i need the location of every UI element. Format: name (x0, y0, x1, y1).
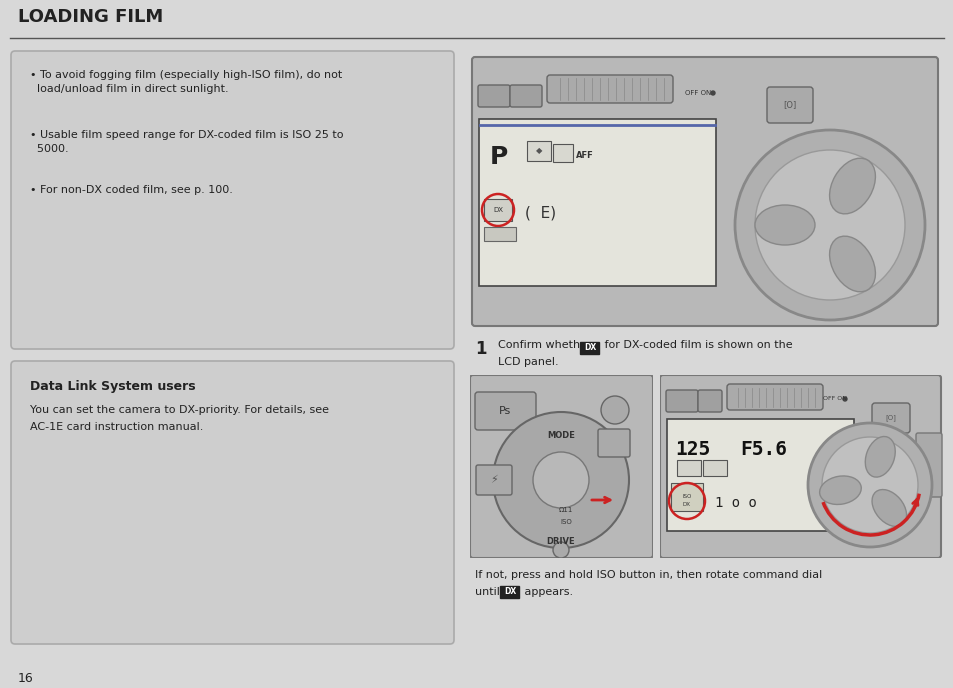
Text: F5.6: F5.6 (740, 440, 786, 459)
Text: 125: 125 (675, 440, 709, 459)
FancyBboxPatch shape (670, 483, 702, 511)
Text: ISO: ISO (681, 495, 691, 499)
FancyBboxPatch shape (726, 384, 822, 410)
Text: appears.: appears. (520, 587, 573, 597)
Ellipse shape (829, 236, 875, 292)
FancyBboxPatch shape (698, 390, 721, 412)
Text: 1 o o: 1 o o (714, 496, 756, 510)
Text: (  Ε): ( Ε) (524, 206, 556, 220)
Circle shape (734, 130, 924, 320)
Text: for DX-coded film is shown on the: for DX-coded film is shown on the (600, 340, 792, 350)
FancyBboxPatch shape (871, 403, 909, 433)
Text: Ω11: Ω11 (558, 507, 573, 513)
Circle shape (821, 437, 917, 533)
FancyBboxPatch shape (766, 87, 812, 123)
FancyBboxPatch shape (553, 144, 573, 162)
FancyBboxPatch shape (476, 465, 512, 495)
Text: OFF ON: OFF ON (822, 396, 846, 402)
Text: DX: DX (503, 587, 516, 596)
Text: Ps: Ps (498, 406, 511, 416)
FancyBboxPatch shape (478, 119, 716, 286)
Text: AFF: AFF (576, 151, 593, 160)
Text: • Usable film speed range for DX-coded film is ISO 25 to
  5000.: • Usable film speed range for DX-coded f… (30, 130, 343, 154)
Text: ISO: ISO (559, 519, 571, 525)
FancyBboxPatch shape (915, 433, 941, 497)
Ellipse shape (864, 436, 894, 477)
Text: DX: DX (682, 502, 690, 508)
Text: 1: 1 (475, 340, 486, 358)
Text: P: P (490, 145, 508, 169)
FancyBboxPatch shape (472, 57, 937, 326)
FancyBboxPatch shape (500, 585, 519, 597)
Circle shape (600, 396, 628, 424)
FancyBboxPatch shape (526, 141, 551, 161)
Circle shape (493, 412, 628, 548)
Text: MODE: MODE (546, 431, 575, 440)
Circle shape (842, 397, 846, 401)
FancyBboxPatch shape (598, 429, 629, 457)
Text: until: until (475, 587, 503, 597)
FancyBboxPatch shape (475, 392, 536, 430)
FancyBboxPatch shape (510, 85, 541, 107)
Ellipse shape (829, 158, 875, 214)
Text: DX: DX (493, 207, 502, 213)
Circle shape (754, 150, 904, 300)
Text: Confirm whether: Confirm whether (497, 340, 595, 350)
Text: • For non-DX coded film, see p. 100.: • For non-DX coded film, see p. 100. (30, 185, 233, 195)
FancyBboxPatch shape (470, 375, 652, 558)
FancyBboxPatch shape (483, 227, 516, 241)
Text: If not, press and hold ISO button in, then rotate command dial: If not, press and hold ISO button in, th… (475, 570, 821, 580)
Text: ◆: ◆ (536, 147, 541, 155)
Circle shape (807, 423, 931, 547)
Circle shape (533, 452, 588, 508)
FancyBboxPatch shape (11, 51, 454, 349)
Ellipse shape (754, 205, 814, 245)
Text: DRIVE: DRIVE (546, 537, 575, 546)
Text: 16: 16 (18, 672, 33, 685)
Circle shape (710, 91, 714, 95)
FancyBboxPatch shape (483, 199, 512, 221)
Text: Data Link System users: Data Link System users (30, 380, 195, 393)
Text: You can set the camera to DX-priority. For details, see: You can set the camera to DX-priority. F… (30, 405, 329, 415)
FancyBboxPatch shape (665, 390, 698, 412)
FancyBboxPatch shape (11, 361, 454, 644)
FancyBboxPatch shape (702, 460, 726, 476)
Text: ⚡: ⚡ (490, 475, 497, 485)
Text: LOADING FILM: LOADING FILM (18, 8, 163, 26)
Text: AC-1E card instruction manual.: AC-1E card instruction manual. (30, 422, 203, 432)
FancyBboxPatch shape (659, 375, 940, 558)
FancyBboxPatch shape (677, 460, 700, 476)
FancyBboxPatch shape (546, 75, 672, 103)
Ellipse shape (819, 476, 861, 504)
Circle shape (553, 542, 568, 558)
Ellipse shape (871, 490, 905, 526)
Text: DX: DX (583, 343, 596, 352)
Text: OFF ON: OFF ON (684, 90, 711, 96)
FancyBboxPatch shape (579, 341, 598, 354)
Text: [O]: [O] (884, 415, 896, 421)
Text: • To avoid fogging film (especially high-ISO film), do not
  load/unload film in: • To avoid fogging film (especially high… (30, 70, 342, 94)
Text: [O]: [O] (782, 100, 796, 109)
FancyBboxPatch shape (477, 85, 510, 107)
Text: LCD panel.: LCD panel. (497, 357, 558, 367)
FancyBboxPatch shape (666, 419, 853, 531)
